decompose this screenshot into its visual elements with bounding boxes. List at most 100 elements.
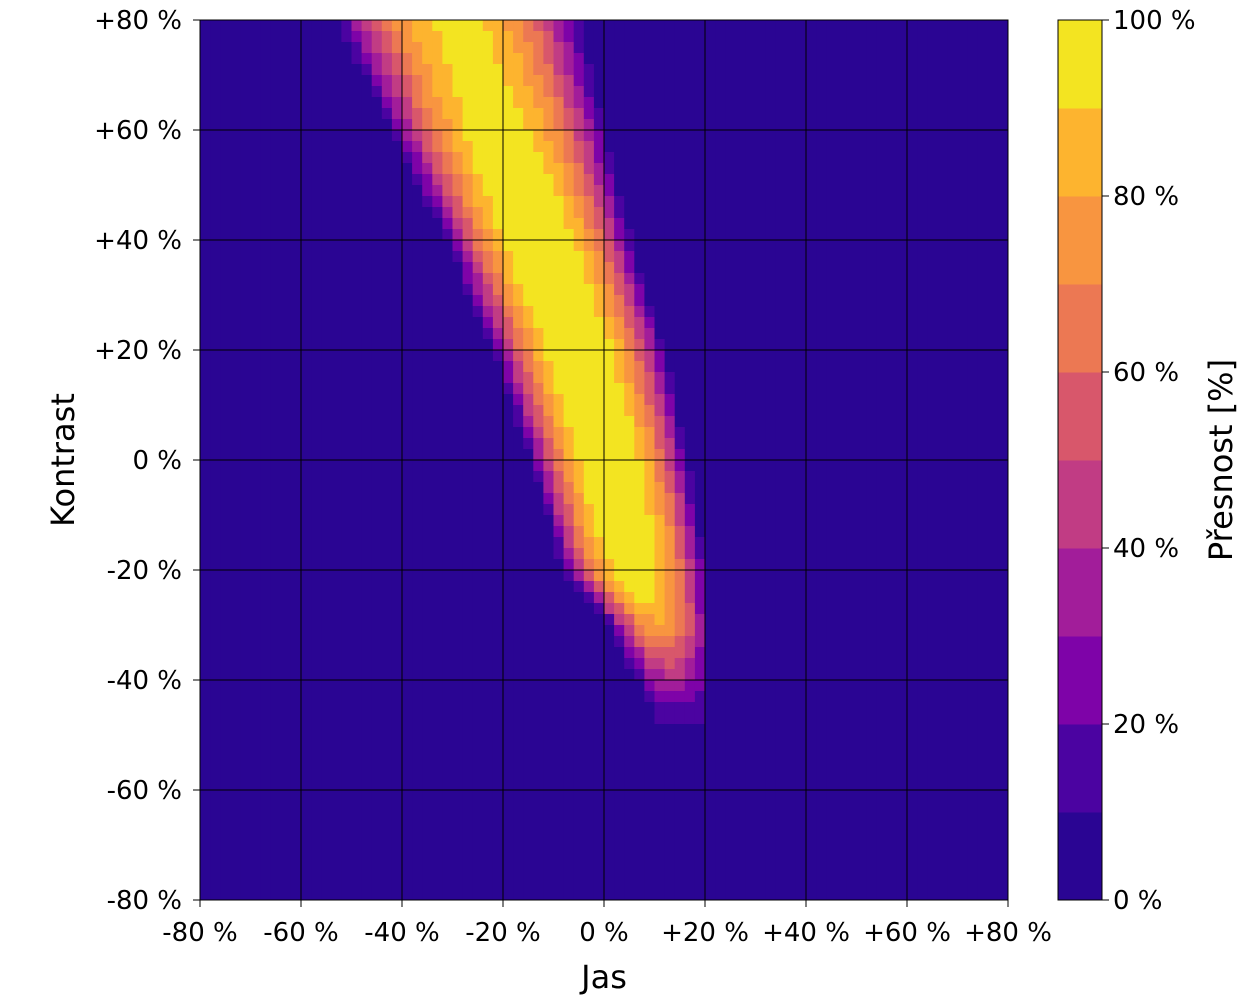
heatmap-cell bbox=[816, 537, 827, 549]
heatmap-cell bbox=[402, 75, 413, 87]
heatmap-cell bbox=[270, 702, 282, 714]
heatmap-cell bbox=[957, 614, 969, 626]
heatmap-cell bbox=[593, 570, 605, 582]
heatmap-cell bbox=[462, 691, 474, 703]
heatmap-cell bbox=[866, 64, 878, 76]
heatmap-cell bbox=[795, 64, 807, 76]
heatmap-cell bbox=[301, 31, 312, 43]
heatmap-cell bbox=[705, 570, 716, 582]
heatmap-cell bbox=[472, 669, 484, 681]
heatmap-cell bbox=[472, 482, 484, 494]
heatmap-cell bbox=[250, 625, 262, 637]
heatmap-cell bbox=[230, 625, 241, 637]
heatmap-cell bbox=[513, 702, 524, 714]
heatmap-cell bbox=[806, 207, 817, 219]
heatmap-cell bbox=[725, 504, 736, 516]
heatmap-cell bbox=[715, 592, 726, 604]
heatmap-cell bbox=[715, 317, 726, 329]
heatmap-cell bbox=[402, 449, 413, 461]
heatmap-cell bbox=[795, 97, 807, 109]
heatmap-cell bbox=[321, 680, 332, 692]
heatmap-cell bbox=[785, 504, 797, 516]
heatmap-cell bbox=[775, 240, 787, 252]
heatmap-cell bbox=[644, 185, 656, 197]
heatmap-cell bbox=[270, 570, 282, 582]
heatmap-cell bbox=[765, 537, 777, 549]
heatmap-cell bbox=[907, 581, 918, 593]
heatmap-cell bbox=[290, 559, 302, 571]
heatmap-cell bbox=[785, 625, 797, 637]
heatmap-cell bbox=[755, 262, 767, 274]
heatmap-cell bbox=[735, 163, 746, 175]
heatmap-cell bbox=[775, 647, 787, 659]
heatmap-cell bbox=[614, 75, 625, 87]
heatmap-cell bbox=[432, 284, 443, 296]
heatmap-cell bbox=[694, 438, 706, 450]
heatmap-cell bbox=[725, 141, 736, 153]
heatmap-cell bbox=[220, 273, 231, 285]
heatmap-cell bbox=[967, 64, 979, 76]
heatmap-cell bbox=[846, 317, 858, 329]
heatmap-cell bbox=[806, 328, 817, 340]
heatmap-cell bbox=[684, 218, 696, 230]
heatmap-cell bbox=[876, 504, 888, 516]
heatmap-cell bbox=[270, 196, 282, 208]
heatmap-cell bbox=[533, 482, 544, 494]
heatmap-cell bbox=[371, 372, 383, 384]
heatmap-cell bbox=[917, 603, 928, 615]
heatmap-cell bbox=[331, 163, 342, 175]
heatmap-cell bbox=[654, 119, 666, 131]
heatmap-cell bbox=[806, 229, 817, 241]
heatmap-cell bbox=[705, 581, 716, 593]
heatmap-cell bbox=[806, 504, 817, 516]
heatmap-cell bbox=[624, 130, 635, 142]
heatmap-cell bbox=[937, 548, 948, 560]
heatmap-cell bbox=[735, 537, 746, 549]
heatmap-cell bbox=[250, 460, 262, 472]
heatmap-cell bbox=[210, 482, 221, 494]
heatmap-cell bbox=[260, 163, 272, 175]
heatmap-cell bbox=[593, 614, 605, 626]
heatmap-cell bbox=[482, 31, 494, 43]
heatmap-cell bbox=[361, 471, 373, 483]
heatmap-cell bbox=[745, 262, 757, 274]
heatmap-cell bbox=[563, 559, 575, 571]
heatmap-cell bbox=[917, 405, 928, 417]
heatmap-cell bbox=[826, 295, 837, 307]
heatmap-cell bbox=[442, 119, 454, 131]
heatmap-cell bbox=[210, 262, 221, 274]
heatmap-cell bbox=[866, 548, 878, 560]
heatmap-cell bbox=[200, 20, 211, 32]
heatmap-cell bbox=[351, 570, 363, 582]
heatmap-cell bbox=[917, 119, 928, 131]
heatmap-cell bbox=[765, 493, 777, 505]
heatmap-cell bbox=[755, 449, 767, 461]
heatmap-cell bbox=[220, 614, 231, 626]
heatmap-cell bbox=[785, 317, 797, 329]
heatmap-cell bbox=[230, 273, 241, 285]
heatmap-cell bbox=[553, 141, 565, 153]
heatmap-cell bbox=[806, 306, 817, 318]
heatmap-cell bbox=[321, 185, 332, 197]
heatmap-cell bbox=[492, 383, 504, 395]
heatmap-cell bbox=[331, 53, 342, 65]
heatmap-cell bbox=[725, 196, 736, 208]
heatmap-cell bbox=[533, 185, 544, 197]
heatmap-cell bbox=[917, 691, 928, 703]
heatmap-cell bbox=[967, 207, 979, 219]
heatmap-cell bbox=[553, 295, 565, 307]
heatmap-cell bbox=[280, 482, 292, 494]
heatmap-cell bbox=[816, 405, 827, 417]
heatmap-cell bbox=[280, 658, 292, 670]
heatmap-cell bbox=[422, 361, 433, 373]
heatmap-cell bbox=[270, 306, 282, 318]
heatmap-cell bbox=[876, 636, 888, 648]
heatmap-cell bbox=[280, 592, 292, 604]
heatmap-cell bbox=[200, 493, 211, 505]
heatmap-cell bbox=[301, 262, 312, 274]
heatmap-cell bbox=[270, 141, 282, 153]
heatmap-cell bbox=[775, 471, 787, 483]
heatmap-cell bbox=[230, 383, 241, 395]
heatmap-cell bbox=[492, 20, 504, 32]
heatmap-cell bbox=[422, 97, 433, 109]
